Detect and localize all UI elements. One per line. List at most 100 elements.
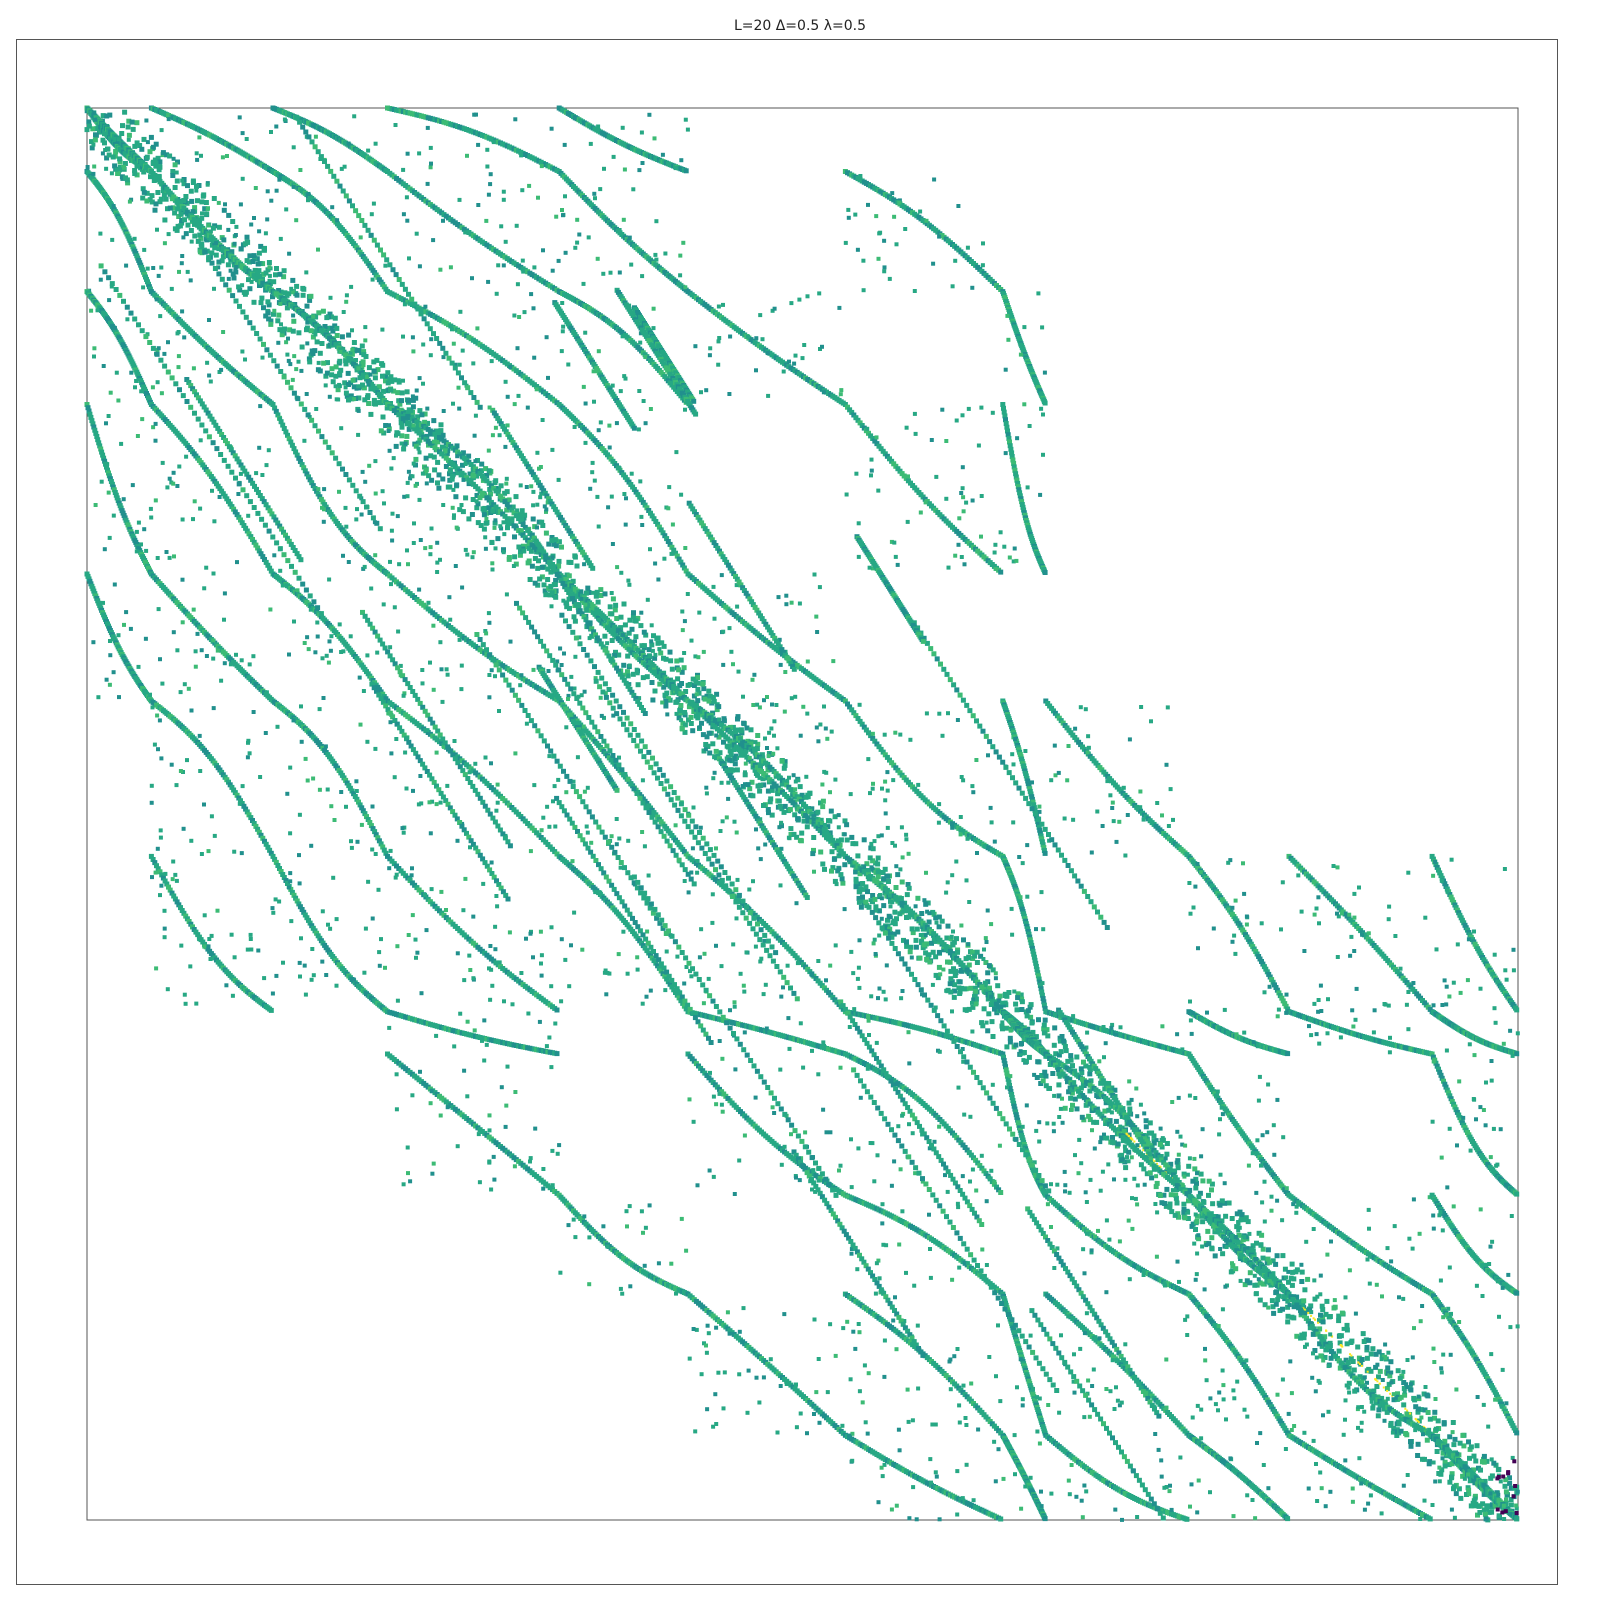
matrix-mark xyxy=(540,418,545,422)
matrix-mark xyxy=(966,962,972,968)
matrix-mark xyxy=(281,274,287,280)
matrix-mark xyxy=(235,560,239,565)
matrix-mark xyxy=(856,899,862,905)
matrix-mark xyxy=(208,229,213,234)
matrix-mark xyxy=(884,873,890,879)
matrix-mark xyxy=(956,204,961,208)
matrix-mark xyxy=(140,417,145,422)
matrix-mark xyxy=(153,438,158,443)
matrix-mark xyxy=(435,540,440,545)
matrix-mark xyxy=(260,554,266,560)
matrix-mark xyxy=(179,220,185,226)
matrix-mark xyxy=(1507,1480,1513,1486)
matrix-mark xyxy=(1138,1145,1141,1148)
matrix-mark xyxy=(1508,1497,1514,1502)
matrix-mark xyxy=(1336,1313,1342,1319)
matrix-mark xyxy=(610,383,615,388)
matrix-mark xyxy=(117,167,122,173)
matrix-mark xyxy=(496,486,502,492)
matrix-mark xyxy=(1143,1118,1149,1124)
matrix-mark xyxy=(492,525,497,530)
matrix-mark xyxy=(1293,1269,1299,1275)
matrix-mark xyxy=(927,959,933,965)
matrix-mark xyxy=(1386,1389,1389,1392)
matrix-mark xyxy=(1062,1044,1068,1049)
matrix-mark xyxy=(386,426,392,432)
matrix-mark xyxy=(412,521,416,526)
matrix-mark xyxy=(90,421,96,427)
matrix-mark xyxy=(572,618,578,624)
matrix-mark xyxy=(502,499,508,505)
matrix-mark xyxy=(411,423,416,428)
matrix-mark xyxy=(359,512,364,517)
matrix-mark xyxy=(279,332,285,338)
matrix-mark xyxy=(380,414,386,420)
matrix-mark xyxy=(1324,1298,1330,1304)
matrix-mark xyxy=(183,231,189,237)
matrix-mark xyxy=(153,201,159,207)
matrix-mark xyxy=(153,141,159,147)
matrix-mark xyxy=(673,166,678,171)
matrix-mark xyxy=(685,127,690,132)
matrix-mark xyxy=(363,479,368,484)
matrix-mark xyxy=(155,556,160,560)
matrix-mark xyxy=(119,508,125,514)
matrix-mark xyxy=(581,384,586,389)
matrix-mark xyxy=(102,140,107,146)
matrix-mark xyxy=(1163,1203,1169,1209)
matrix-mark xyxy=(988,1002,994,1007)
matrix-mark xyxy=(1395,1368,1401,1374)
matrix-mark xyxy=(120,222,125,227)
matrix-mark xyxy=(504,476,509,481)
matrix-mark xyxy=(875,855,881,861)
matrix-mark xyxy=(104,155,110,161)
matrix-mark xyxy=(1159,1144,1165,1150)
matrix-mark xyxy=(417,450,422,455)
matrix-mark xyxy=(214,241,219,246)
matrix-mark xyxy=(1102,1086,1108,1092)
matrix-mark xyxy=(425,406,430,411)
matrix-mark xyxy=(782,759,788,765)
matrix-mark xyxy=(953,968,958,974)
matrix-mark xyxy=(990,967,996,973)
matrix-mark xyxy=(289,442,295,448)
matrix-mark xyxy=(1051,1042,1057,1048)
matrix-mark xyxy=(779,823,784,829)
matrix-mark xyxy=(441,503,446,507)
matrix-mark xyxy=(268,568,274,574)
matrix-mark xyxy=(544,509,548,514)
matrix-mark xyxy=(791,831,797,837)
matrix-mark xyxy=(1234,1211,1240,1217)
matrix-mark xyxy=(961,986,967,992)
matrix-mark xyxy=(625,673,631,679)
matrix-mark xyxy=(882,269,887,274)
matrix-mark xyxy=(438,428,444,434)
matrix-mark xyxy=(1174,1187,1180,1192)
matrix-mark xyxy=(1432,1409,1438,1415)
matrix-mark xyxy=(270,294,275,300)
matrix-mark xyxy=(169,286,174,291)
matrix-mark xyxy=(368,411,374,417)
matrix-mark xyxy=(261,305,266,311)
matrix-mark xyxy=(188,278,193,283)
matrix-mark xyxy=(172,162,178,168)
matrix-mark xyxy=(950,942,956,948)
matrix-mark xyxy=(348,350,353,355)
matrix-mark xyxy=(631,610,636,616)
matrix-mark xyxy=(1047,1062,1053,1067)
matrix-mark xyxy=(474,505,480,511)
matrix-mark xyxy=(1359,1357,1365,1362)
matrix-mark xyxy=(788,826,794,832)
matrix-mark xyxy=(818,800,823,806)
matrix-mark xyxy=(695,686,701,692)
matrix-mark xyxy=(686,704,692,710)
matrix-mark xyxy=(707,353,712,358)
matrix-mark xyxy=(1083,1063,1089,1069)
matrix-mark xyxy=(1047,1086,1052,1091)
matrix-mark xyxy=(678,657,684,663)
matrix-mark xyxy=(633,634,639,640)
matrix-mark xyxy=(1336,1318,1342,1324)
matrix-mark xyxy=(541,582,547,588)
matrix-mark xyxy=(184,454,189,459)
matrix-mark xyxy=(1094,1093,1100,1098)
